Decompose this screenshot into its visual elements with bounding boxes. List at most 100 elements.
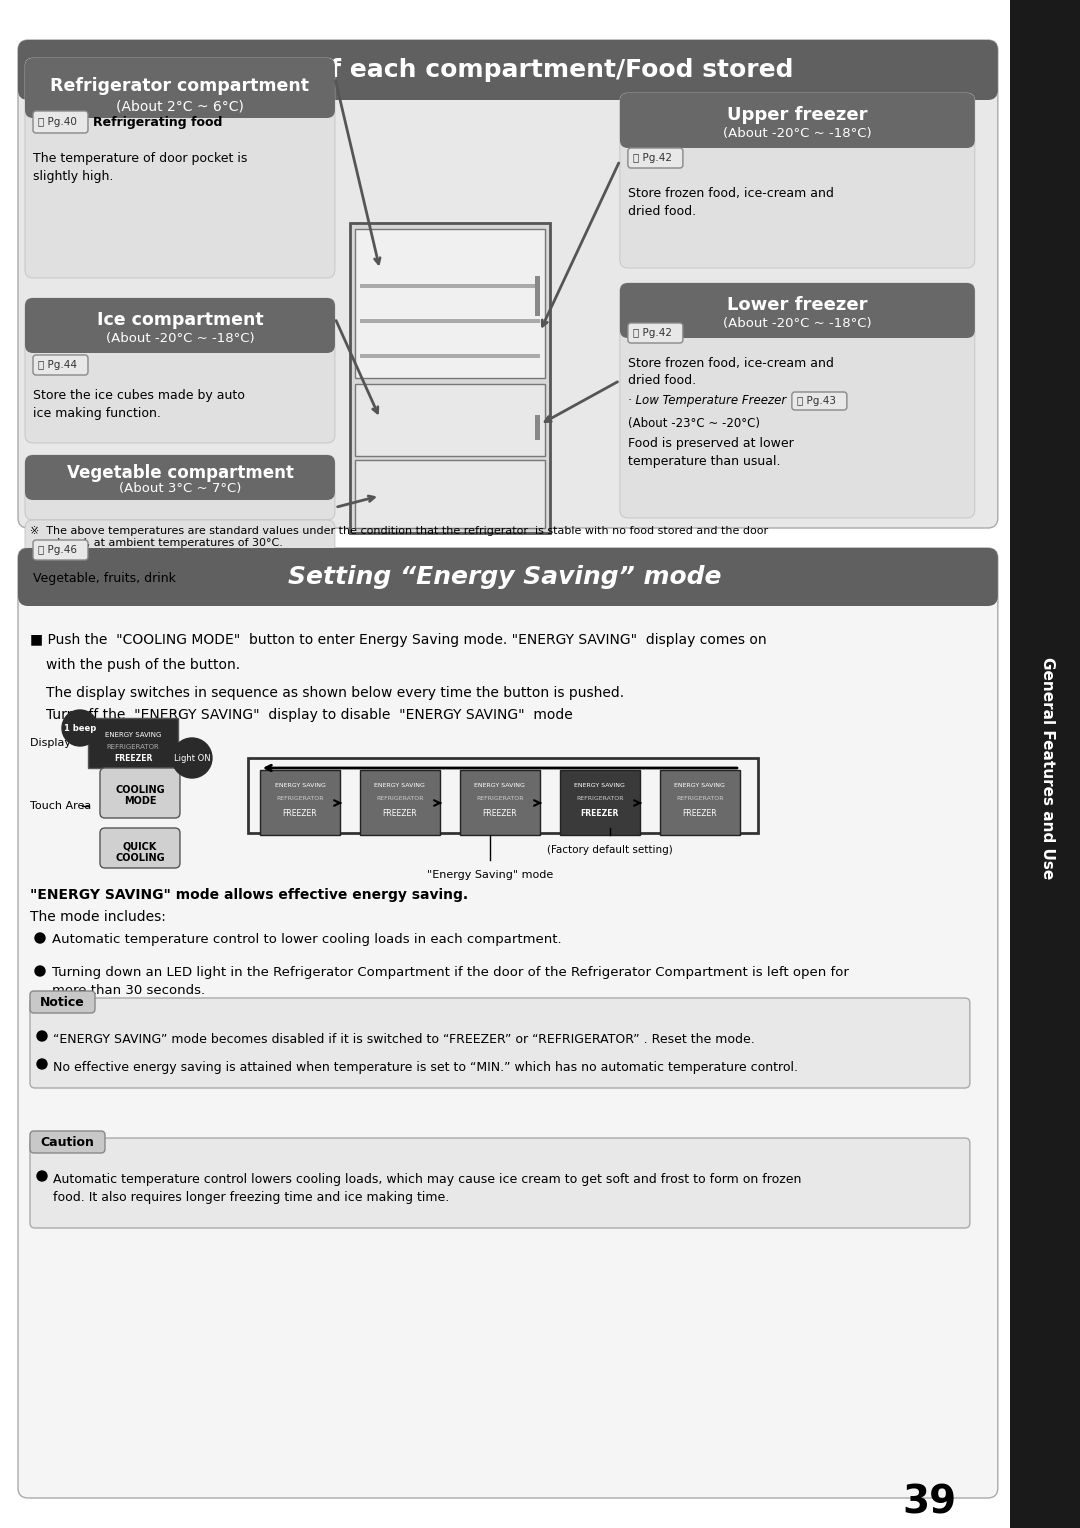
Text: QUICK: QUICK xyxy=(123,840,158,851)
Text: No effective energy saving is attained when temperature is set to “MIN.” which h: No effective energy saving is attained w… xyxy=(53,1060,798,1074)
Text: REFRIGERATOR: REFRIGERATOR xyxy=(476,796,524,801)
Text: MODE: MODE xyxy=(124,796,157,805)
Bar xyxy=(1010,0,1080,1528)
Text: (About 2°C ~ 6°C): (About 2°C ~ 6°C) xyxy=(116,99,244,113)
Circle shape xyxy=(62,711,98,746)
Bar xyxy=(660,770,740,834)
Circle shape xyxy=(37,1031,48,1041)
Text: ENERGY SAVING: ENERGY SAVING xyxy=(375,782,426,787)
Text: ENERGY SAVING: ENERGY SAVING xyxy=(674,782,726,787)
Text: 📄 Pg.43: 📄 Pg.43 xyxy=(797,396,836,406)
Bar xyxy=(535,277,540,316)
Text: Name of each compartment/Food stored: Name of each compartment/Food stored xyxy=(222,58,793,83)
Text: “ENERGY SAVING” mode becomes disabled if it is switched to “FREEZER” or “REFRIGE: “ENERGY SAVING” mode becomes disabled if… xyxy=(53,1033,755,1047)
Circle shape xyxy=(37,1170,48,1181)
Text: REFRIGERATOR: REFRIGERATOR xyxy=(376,796,423,801)
Text: The temperature of door pocket is: The temperature of door pocket is xyxy=(33,151,247,165)
FancyBboxPatch shape xyxy=(25,455,335,500)
Circle shape xyxy=(35,934,45,943)
Text: 📄 Pg.42: 📄 Pg.42 xyxy=(633,153,672,163)
FancyBboxPatch shape xyxy=(30,992,95,1013)
Text: FREEZER: FREEZER xyxy=(382,808,417,817)
Text: Store frozen food, ice-cream and: Store frozen food, ice-cream and xyxy=(627,356,834,370)
Bar xyxy=(360,770,440,834)
Text: Turning down an LED light in the Refrigerator Compartment if the door of the Ref: Turning down an LED light in the Refrige… xyxy=(52,966,849,979)
Text: Notice: Notice xyxy=(40,996,84,1008)
Bar xyxy=(360,319,540,322)
FancyBboxPatch shape xyxy=(33,539,87,559)
Text: Refrigerator compartment: Refrigerator compartment xyxy=(51,76,310,95)
Text: · Low Temperature Freezer: · Low Temperature Freezer xyxy=(627,394,786,406)
FancyBboxPatch shape xyxy=(33,112,87,133)
Text: Display Area: Display Area xyxy=(30,738,100,749)
Bar xyxy=(350,223,550,533)
Text: FREEZER: FREEZER xyxy=(113,753,152,762)
Text: Touch Area: Touch Area xyxy=(30,801,91,811)
Text: 📄 Pg.46: 📄 Pg.46 xyxy=(38,545,77,555)
Text: (About -20°C ~ -18°C): (About -20°C ~ -18°C) xyxy=(106,332,254,344)
FancyBboxPatch shape xyxy=(620,283,975,518)
FancyBboxPatch shape xyxy=(25,58,335,278)
Text: "Energy Saving" mode: "Energy Saving" mode xyxy=(427,869,553,880)
FancyBboxPatch shape xyxy=(25,455,335,520)
Text: (About -20°C ~ -18°C): (About -20°C ~ -18°C) xyxy=(723,127,872,139)
Bar xyxy=(460,770,540,834)
Text: Food is preserved at lower: Food is preserved at lower xyxy=(627,437,794,449)
Text: REFRIGERATOR: REFRIGERATOR xyxy=(576,796,623,801)
Text: dried food.: dried food. xyxy=(627,205,696,217)
Text: Ice compartment: Ice compartment xyxy=(96,312,264,329)
Circle shape xyxy=(35,966,45,976)
Text: REFRIGERATOR: REFRIGERATOR xyxy=(276,796,324,801)
Text: ■ Push the  "COOLING MODE"  button to enter Energy Saving mode. "ENERGY SAVING" : ■ Push the "COOLING MODE" button to ente… xyxy=(30,633,767,646)
Text: (About -23°C ~ -20°C): (About -23°C ~ -20°C) xyxy=(627,417,760,429)
Text: Setting “Energy Saving” mode: Setting “Energy Saving” mode xyxy=(288,565,721,588)
Bar xyxy=(248,758,758,833)
Text: 📄 Pg.42: 📄 Pg.42 xyxy=(633,329,672,338)
Text: Vegetable compartment: Vegetable compartment xyxy=(67,465,294,481)
Text: Automatic temperature control to lower cooling loads in each compartment.: Automatic temperature control to lower c… xyxy=(52,934,562,946)
Text: dried food.: dried food. xyxy=(627,373,696,387)
Text: "ENERGY SAVING" mode allows effective energy saving.: "ENERGY SAVING" mode allows effective en… xyxy=(30,888,468,902)
FancyBboxPatch shape xyxy=(25,298,335,353)
Text: Caution: Caution xyxy=(40,1135,94,1149)
Text: Upper freezer: Upper freezer xyxy=(727,105,867,124)
Text: Vegetable, fruits, drink: Vegetable, fruits, drink xyxy=(33,571,176,585)
Bar xyxy=(260,770,340,834)
FancyBboxPatch shape xyxy=(18,549,998,1497)
Text: ENERGY SAVING: ENERGY SAVING xyxy=(474,782,525,787)
Text: The display switches in sequence as shown below every time the button is pushed.: The display switches in sequence as show… xyxy=(46,686,624,700)
Bar xyxy=(355,229,545,377)
Text: 📄 Pg.44: 📄 Pg.44 xyxy=(38,361,77,370)
Bar xyxy=(355,460,545,529)
Text: temperature than usual.: temperature than usual. xyxy=(627,454,781,468)
Text: Lower freezer: Lower freezer xyxy=(727,296,867,313)
Text: (Factory default setting): (Factory default setting) xyxy=(548,845,673,856)
Text: FREEZER: FREEZER xyxy=(283,808,318,817)
FancyBboxPatch shape xyxy=(25,520,335,601)
Text: ENERGY SAVING: ENERGY SAVING xyxy=(105,732,161,738)
Text: ENERGY SAVING: ENERGY SAVING xyxy=(274,782,325,787)
Text: COOLING: COOLING xyxy=(116,785,165,795)
Text: 📄 Pg.40: 📄 Pg.40 xyxy=(38,118,77,127)
Text: FREEZER: FREEZER xyxy=(581,808,619,817)
FancyBboxPatch shape xyxy=(627,148,683,168)
FancyBboxPatch shape xyxy=(620,93,975,267)
Text: Store frozen food, ice-cream and: Store frozen food, ice-cream and xyxy=(627,186,834,200)
Text: with the push of the button.: with the push of the button. xyxy=(46,659,240,672)
Bar xyxy=(360,354,540,358)
Text: The mode includes:: The mode includes: xyxy=(30,911,166,924)
FancyBboxPatch shape xyxy=(620,93,975,148)
Text: Refrigerating food: Refrigerating food xyxy=(93,116,222,128)
FancyBboxPatch shape xyxy=(18,40,998,529)
FancyBboxPatch shape xyxy=(33,354,87,374)
Bar xyxy=(535,416,540,440)
Text: Turn off the  "ENERGY SAVING"  display to disable  "ENERGY SAVING"  mode: Turn off the "ENERGY SAVING" display to … xyxy=(46,707,572,723)
FancyBboxPatch shape xyxy=(25,298,335,443)
Text: ※  The above temperatures are standard values under the condition that the refri: ※ The above temperatures are standard va… xyxy=(30,526,768,547)
Text: REFRIGERATOR: REFRIGERATOR xyxy=(676,796,724,801)
FancyBboxPatch shape xyxy=(100,828,180,868)
Text: slightly high.: slightly high. xyxy=(33,170,113,182)
Text: Automatic temperature control lowers cooling loads, which may cause ice cream to: Automatic temperature control lowers coo… xyxy=(53,1174,801,1186)
FancyBboxPatch shape xyxy=(30,1131,105,1154)
Bar xyxy=(355,384,545,455)
